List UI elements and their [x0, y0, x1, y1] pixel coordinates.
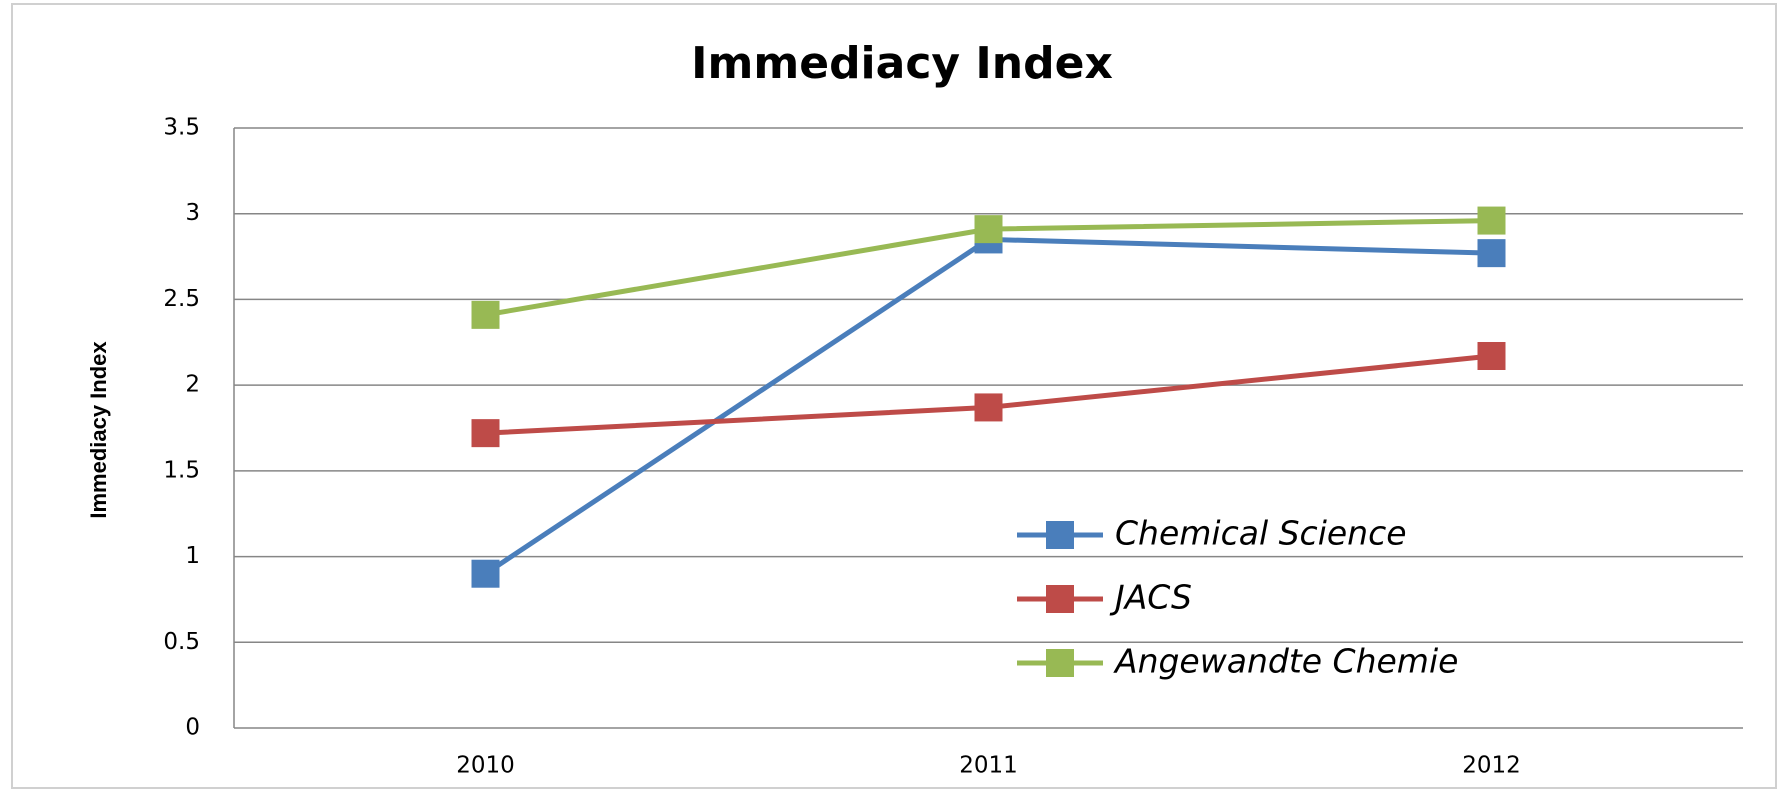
y-tick-label: 3.5: [163, 115, 200, 141]
y-tick-label: 2: [185, 372, 200, 398]
x-tick-label: 2011: [959, 753, 1018, 779]
legend-marker: [1046, 521, 1074, 549]
data-point: [471, 419, 500, 448]
chart-frame: [11, 3, 1777, 789]
data-point: [1477, 342, 1506, 370]
data-point: [471, 559, 500, 588]
y-tick-label: 1.5: [163, 457, 200, 483]
chart-title: Immediacy Index: [691, 38, 1113, 89]
y-tick-label: 2.5: [163, 286, 200, 312]
y-tick-label: 0: [185, 715, 200, 741]
legend-marker: [1046, 585, 1074, 613]
legend-marker: [1046, 649, 1074, 677]
data-point: [974, 393, 1003, 422]
x-tick-label: 2012: [1462, 753, 1521, 779]
y-axis-label: Immediacy Index: [86, 341, 111, 519]
y-tick-label: 1: [185, 543, 200, 569]
legend-label: Angewandte Chemie: [1113, 642, 1458, 681]
data-point: [974, 215, 1003, 244]
x-tick-label: 2010: [456, 753, 515, 779]
y-tick-label: 0.5: [163, 629, 200, 655]
legend-label: Chemical Science: [1115, 514, 1407, 553]
data-point: [1477, 239, 1506, 268]
data-point: [1477, 206, 1506, 235]
data-point: [471, 300, 500, 329]
y-tick-label: 3: [185, 200, 200, 226]
legend-label: JACS: [1109, 578, 1192, 617]
